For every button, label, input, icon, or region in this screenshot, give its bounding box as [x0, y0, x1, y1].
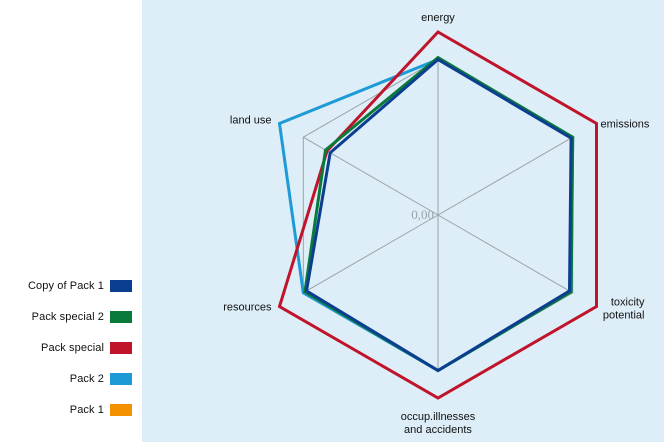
- axis-label-line: toxicity: [611, 296, 645, 308]
- chart-plot-area: 0,00 energy emissions toxicity potential occu…: [142, 0, 664, 442]
- legend-swatch: [110, 342, 132, 354]
- legend-item-pack-1[interactable]: Pack 1: [70, 401, 132, 419]
- axis-label-line: emissions: [601, 118, 650, 130]
- radar-spoke: [438, 215, 573, 293]
- axis-label-resources: resources: [223, 301, 272, 313]
- axis-label-land-use: land use: [230, 114, 272, 126]
- axis-label-line: potential: [603, 310, 645, 322]
- legend-label: Copy of Pack 1: [28, 280, 104, 292]
- radar-chart: 0,00 energy emissions toxicity potential occu…: [142, 0, 664, 442]
- axis-label-line: and accidents: [404, 424, 472, 436]
- radar-spoke: [438, 137, 573, 215]
- legend-swatch: [110, 404, 132, 416]
- axis-label-line: occup.illnesses: [401, 411, 476, 423]
- radar-spoke: [303, 137, 438, 215]
- center-value-label: 0,00: [411, 207, 434, 222]
- legend-item-pack-special-2[interactable]: Pack special 2: [32, 308, 132, 326]
- axis-label-occup-illnesses: occup.illnesses and accidents: [401, 411, 476, 436]
- legend-label: Pack special: [41, 342, 104, 354]
- legend-item-pack-2[interactable]: Pack 2: [70, 370, 132, 388]
- legend-item-copy-of-pack-1[interactable]: Copy of Pack 1: [28, 277, 132, 295]
- axis-label-line: energy: [421, 12, 455, 24]
- axis-label-emissions: emissions: [601, 118, 650, 130]
- axis-label-line: resources: [223, 301, 272, 313]
- legend-item-pack-special[interactable]: Pack special: [41, 339, 132, 357]
- legend-swatch: [110, 373, 132, 385]
- radar-spoke: [303, 215, 438, 293]
- axis-label-line: land use: [230, 114, 272, 126]
- legend-label: Pack special 2: [32, 311, 104, 323]
- legend-swatch: [110, 311, 132, 323]
- legend-label: Pack 2: [70, 373, 104, 385]
- axis-label-energy: energy: [421, 12, 455, 24]
- axis-label-toxicity: toxicity potential: [603, 296, 645, 321]
- legend-label: Pack 1: [70, 404, 104, 416]
- legend-swatch: [110, 280, 132, 292]
